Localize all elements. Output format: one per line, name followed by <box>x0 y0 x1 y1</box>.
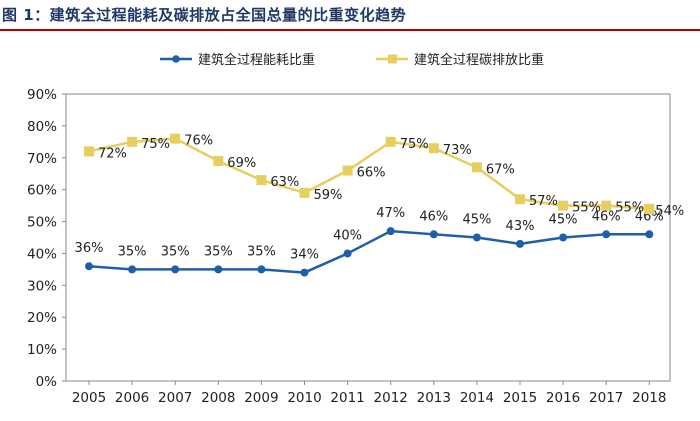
data-point <box>213 155 224 166</box>
x-tick-label: 2016 <box>546 390 580 406</box>
y-tick-label: 90% <box>27 87 57 103</box>
data-point <box>300 268 309 277</box>
x-tick-label: 2006 <box>115 390 149 406</box>
data-label: 36% <box>75 241 104 256</box>
data-label: 40% <box>333 228 362 243</box>
data-label: 66% <box>357 166 386 181</box>
x-tick-label: 2005 <box>72 390 106 406</box>
x-tick-label: 2010 <box>287 390 321 406</box>
data-label: 63% <box>270 175 299 190</box>
data-label: 76% <box>184 134 213 149</box>
data-point <box>171 265 180 274</box>
data-label: 57% <box>529 194 558 209</box>
data-label: 46% <box>635 209 664 224</box>
data-label: 55% <box>572 201 601 216</box>
data-point <box>558 200 569 211</box>
y-tick-label: 10% <box>27 342 57 358</box>
y-tick-label: 70% <box>27 151 57 167</box>
data-point <box>645 230 654 239</box>
y-tick-label: 20% <box>27 310 57 326</box>
data-label: 54% <box>655 204 684 219</box>
legend-label: 建筑全过程碳排放比重 <box>414 52 544 68</box>
data-label: 43% <box>506 219 535 234</box>
data-label: 45% <box>462 213 491 228</box>
y-tick-label: 60% <box>27 183 57 199</box>
legend-item-carbon: 建筑全过程碳排放比重 <box>376 52 544 68</box>
data-point <box>299 187 310 198</box>
x-tick-label: 2012 <box>374 390 408 406</box>
legend-marker <box>388 54 397 64</box>
x-tick-label: 2007 <box>158 390 192 406</box>
data-point <box>128 265 137 274</box>
legend-marker <box>172 55 180 63</box>
data-label: 75% <box>141 137 170 152</box>
header-divider <box>0 29 700 31</box>
figure-header: 图 1：建筑全过程能耗及碳排放占全国总量的比重变化趋势 <box>0 0 700 31</box>
x-tick-label: 2018 <box>632 390 666 406</box>
data-label: 35% <box>247 244 276 259</box>
data-label: 59% <box>314 188 343 203</box>
x-tick-label: 2009 <box>244 390 278 406</box>
x-tick-label: 2011 <box>330 390 364 406</box>
legend-item-energy: 建筑全过程能耗比重 <box>160 52 315 68</box>
data-label: 35% <box>161 244 190 259</box>
data-point <box>256 175 267 186</box>
data-point <box>85 262 93 271</box>
data-label: 72% <box>98 146 127 161</box>
data-point <box>385 136 396 147</box>
data-point <box>170 133 181 144</box>
y-tick-label: 40% <box>27 246 57 262</box>
plot-frame <box>65 93 671 382</box>
data-point <box>602 230 611 239</box>
series-line-carbon <box>88 137 650 211</box>
data-point <box>386 227 395 236</box>
data-label: 46% <box>592 209 621 224</box>
data-point <box>516 239 524 248</box>
legend-label: 建筑全过程能耗比重 <box>198 52 315 68</box>
x-tick-label: 2014 <box>460 390 494 406</box>
data-point <box>471 162 482 173</box>
data-point <box>472 233 481 242</box>
data-point <box>214 265 223 274</box>
data-point <box>257 265 266 274</box>
data-point <box>343 249 352 258</box>
data-point <box>84 146 94 157</box>
data-label: 55% <box>615 201 644 216</box>
x-tick-label: 2013 <box>417 390 451 406</box>
data-point <box>342 165 353 176</box>
data-label: 69% <box>227 156 256 171</box>
data-label: 35% <box>204 244 233 259</box>
data-label: 75% <box>400 137 429 152</box>
data-label: 47% <box>376 206 405 221</box>
x-tick-label: 2008 <box>201 390 235 406</box>
y-tick-label: 0% <box>36 374 58 390</box>
data-point <box>429 230 438 239</box>
y-tick-label: 30% <box>27 278 57 294</box>
data-point <box>127 136 138 147</box>
data-label: 67% <box>486 162 515 177</box>
data-point <box>515 194 525 205</box>
data-label: 46% <box>419 209 448 224</box>
figure-title: 图 1：建筑全过程能耗及碳排放占全国总量的比重变化趋势 <box>2 6 407 24</box>
data-point <box>559 233 568 242</box>
series-line-energy <box>88 229 650 274</box>
data-point <box>428 143 439 154</box>
x-tick-label: 2017 <box>589 390 623 406</box>
line-chart: 0% 10% 20% 30% 40% 50% 60% 70% 80% 90% 2005 2006 200… <box>27 52 684 406</box>
data-point <box>601 200 612 211</box>
data-label: 45% <box>549 213 578 228</box>
x-tick-label: 2015 <box>503 390 537 406</box>
y-tick-label: 50% <box>27 215 57 231</box>
data-label: 34% <box>290 248 319 263</box>
y-tick-label: 80% <box>27 119 57 135</box>
data-point <box>644 203 655 214</box>
data-label: 35% <box>118 244 147 259</box>
data-label: 73% <box>443 143 472 158</box>
